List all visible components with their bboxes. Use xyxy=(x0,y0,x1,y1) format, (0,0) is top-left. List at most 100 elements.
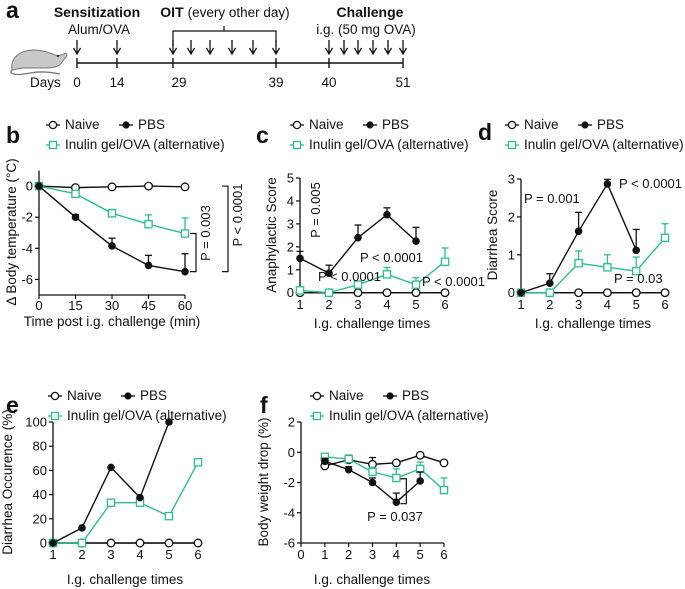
data-point xyxy=(35,182,43,190)
y-axis-title: Anaphylactic Score xyxy=(264,177,279,293)
panel-f: f Naive PBS Inulin gel/OVA (alternative) 0 1 2… xyxy=(256,388,489,587)
y-tick-label: 2 xyxy=(287,239,294,254)
x-tick-label: 5 xyxy=(412,297,419,312)
data-point xyxy=(440,288,450,298)
panel-letter-e: e xyxy=(6,392,19,418)
y-tick-label: 3 xyxy=(287,216,294,231)
filled-circle-marker-icon xyxy=(124,392,132,400)
y-axis-title: Body weight drop (%) xyxy=(256,417,271,546)
data-point xyxy=(181,267,189,276)
series-line-inulin xyxy=(299,261,446,294)
x-tick-label: 2 xyxy=(546,297,553,312)
legend: Naive PBS Inulin gel/OVA (alternative) xyxy=(505,117,684,152)
x-tick-label: 5 xyxy=(165,547,172,562)
data-point xyxy=(392,498,401,506)
x-tick-label: 4 xyxy=(393,547,400,562)
data-point xyxy=(391,458,401,468)
down-arrow-icon xyxy=(383,40,393,56)
x-tick-label: 1 xyxy=(321,547,328,562)
p-value-label: P < 0.0001 xyxy=(230,183,245,246)
significance-bracket xyxy=(190,232,197,273)
open-circle-marker-icon xyxy=(50,391,60,401)
legend: Naive PBS Inulin gel/OVA (alternative) xyxy=(310,388,489,423)
down-arrow-icon xyxy=(72,40,82,56)
data-point xyxy=(660,233,670,242)
data-point xyxy=(545,288,555,297)
oit-heading: OIT (every other day) xyxy=(160,4,289,20)
data-point xyxy=(193,538,203,548)
y-axis-title: Diarrhea Score xyxy=(485,190,500,281)
series-line-naive xyxy=(324,454,445,467)
oit-title: OIT xyxy=(160,4,184,20)
data-point xyxy=(415,450,425,460)
y-tick-label: 40 xyxy=(33,487,47,502)
mouse-icon xyxy=(10,49,68,76)
data-point xyxy=(180,229,190,238)
y-tick-label: 4 xyxy=(287,193,294,208)
series-naive xyxy=(295,288,450,298)
y-tick-label: 80 xyxy=(33,439,47,454)
legend-label-naive: Naive xyxy=(309,117,344,132)
data-point xyxy=(574,288,584,298)
down-arrow-icon xyxy=(368,40,378,56)
data-point xyxy=(180,182,190,192)
data-point xyxy=(71,213,80,221)
significance-bracket xyxy=(400,478,407,505)
data-point xyxy=(344,465,353,474)
y-tick-label: 0 xyxy=(40,536,47,551)
x-axis-title: I.g. challenge times xyxy=(67,572,184,587)
x-tick-label: 1 xyxy=(49,547,56,562)
x-tick-label: 15 xyxy=(68,298,82,313)
data-point xyxy=(107,182,117,192)
filled-circle-marker-icon xyxy=(366,121,374,129)
p-value-label: P = 0.001 xyxy=(524,191,580,206)
panel-letter-a: a xyxy=(6,0,19,23)
open-circle-marker-icon xyxy=(312,391,322,401)
p-value-label: P = 0.003 xyxy=(198,205,213,261)
y-tick-label: 1 xyxy=(287,262,294,277)
p-value-label: P < 0.0001 xyxy=(619,176,682,191)
legend-label-inulin: Inulin gel/OVA (alternative) xyxy=(329,408,489,423)
panel-d: d Naive PBS Inulin gel/OVA (alternative) 1 2 3… xyxy=(478,117,684,331)
y-tick-label: -2 xyxy=(283,475,295,490)
data-point xyxy=(144,261,153,270)
panel-e: e Naive PBS Inulin gel/OVA (alternative) 1 2 3… xyxy=(0,388,227,587)
data-point xyxy=(439,485,449,495)
p-value-label: P < 0.0001 xyxy=(422,274,485,289)
x-tick-label: 3 xyxy=(354,297,361,312)
down-arrow-icon xyxy=(227,40,237,56)
data-point xyxy=(383,210,391,219)
down-arrow-icon xyxy=(168,40,178,56)
series-line-pbs xyxy=(52,421,170,544)
x-tick-label: 6 xyxy=(441,297,448,312)
legend: Naive PBS Inulin gel/OVA (alternative) xyxy=(48,388,227,423)
down-arrow-icon xyxy=(353,40,363,56)
series-line-inulin xyxy=(53,461,199,544)
data-point xyxy=(71,189,80,199)
y-tick-label: -2 xyxy=(21,210,33,225)
day-label: 0 xyxy=(73,75,81,90)
series-line-inulin xyxy=(521,237,666,294)
y-tick-label: -4 xyxy=(283,505,295,520)
x-tick-label: 30 xyxy=(105,298,119,313)
data-point xyxy=(325,269,333,278)
legend-label-inulin: Inulin gel/OVA (alternative) xyxy=(524,137,684,152)
legend-label-pbs: PBS xyxy=(402,388,429,403)
panel-c: c Naive PBS Inulin gel/OVA (alternative) 1 2 3… xyxy=(256,117,485,331)
data-point xyxy=(412,237,420,245)
x-tick-label: 6 xyxy=(440,547,447,562)
data-point xyxy=(49,539,57,547)
data-point xyxy=(368,467,377,477)
data-point xyxy=(107,463,115,472)
data-point xyxy=(382,288,392,298)
series-pbs xyxy=(49,418,173,547)
data-point xyxy=(632,246,640,255)
down-arrow-icon xyxy=(398,40,408,56)
data-point xyxy=(296,254,304,263)
y-tick-label: 2 xyxy=(508,209,515,224)
legend-label-naive: Naive xyxy=(65,117,100,132)
x-tick-label: 4 xyxy=(136,547,143,562)
data-point xyxy=(440,257,450,266)
series-pbs xyxy=(517,178,640,297)
